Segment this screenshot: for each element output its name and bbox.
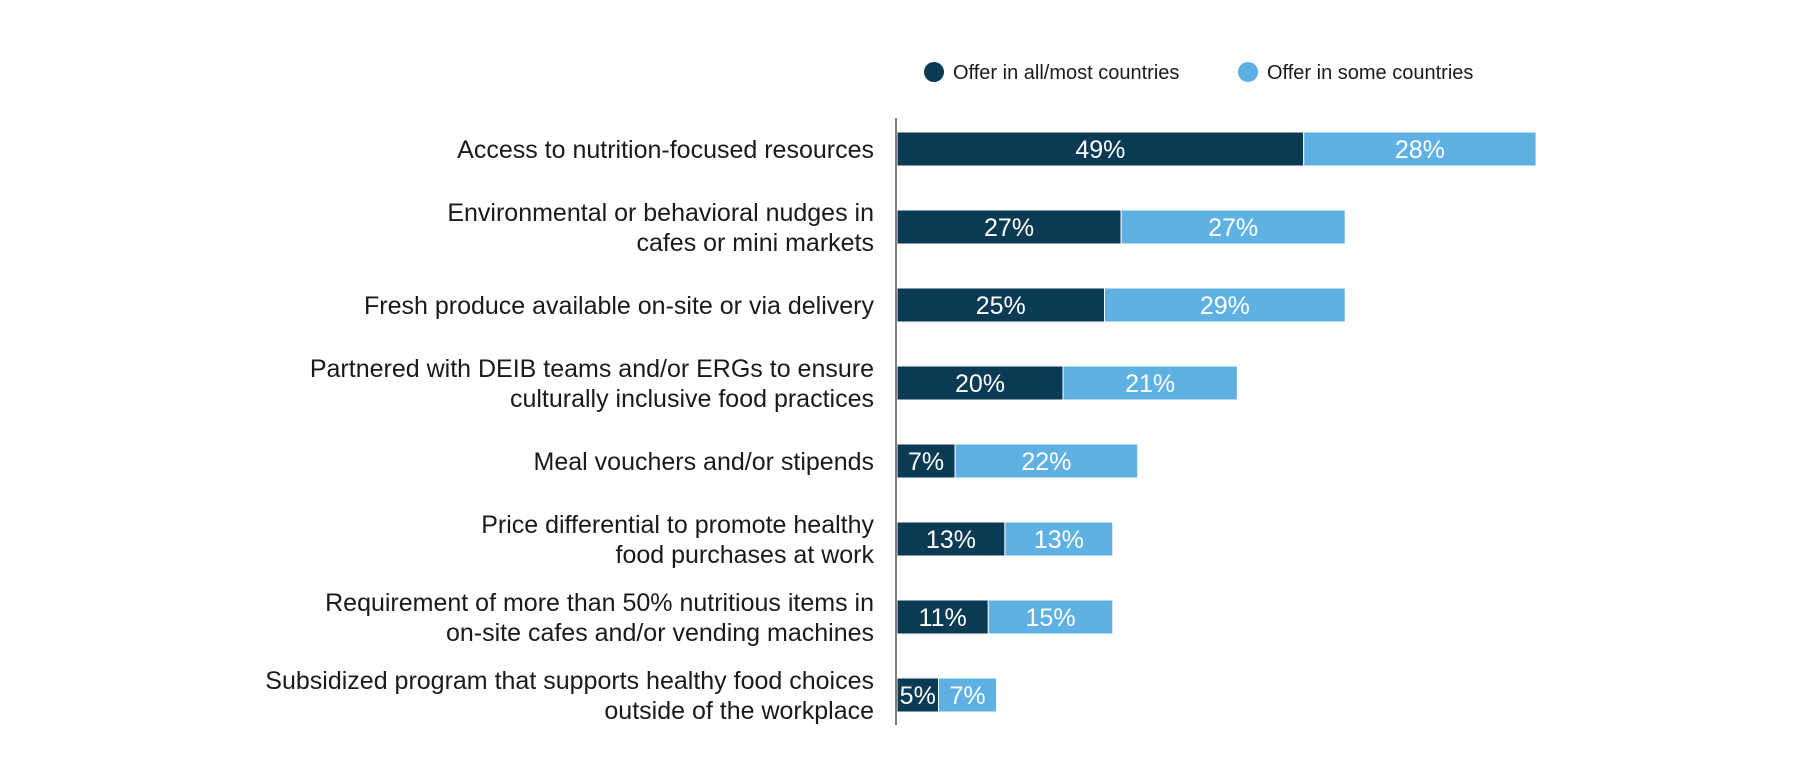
bar-segment [896,287,1105,323]
category-label: Subsidized program that supports healthy… [265,667,874,695]
category-label: Fresh produce available on-site or via d… [364,292,874,320]
bar-value-label: 22% [1021,448,1071,476]
legend-swatch-1 [1238,62,1258,82]
bar-segment [896,209,1122,245]
category-label: on-site cafes and/or vending machines [446,619,874,647]
bar-segment [896,599,989,635]
bar-value-label: 25% [976,292,1026,320]
bar-segment [954,443,1139,479]
category-label: culturally inclusive food practices [510,385,874,413]
bar-segment [1004,521,1114,557]
category-label: Partnered with DEIB teams and/or ERGs to… [310,355,874,383]
category-labels: Access to nutrition-focused resources Env… [265,136,874,725]
bar-value-label: 13% [926,526,976,554]
bar-segment [896,443,956,479]
category-label: Access to nutrition-focused resources [457,136,874,164]
category-label: cafes or mini markets [636,229,874,257]
bar-segment [1303,131,1537,167]
bar-segment [1062,365,1238,401]
bar-value-label: 20% [955,370,1005,398]
bar-segment [938,677,998,713]
bar-value-label: 28% [1395,136,1445,164]
category-label: Price differential to promote healthy [481,511,874,539]
bar-value-label: 15% [1026,604,1076,632]
bar-value-label: 5% [900,682,936,710]
bar-segment [1120,209,1346,245]
category-label: outside of the workplace [604,697,874,725]
bar-value-label: 11% [919,604,967,632]
bar-segment [1104,287,1346,323]
legend-swatch-0 [924,62,944,82]
category-label: food purchases at work [616,541,875,569]
category-label: Requirement of more than 50% nutritious … [325,589,874,617]
bar-segment [987,599,1114,635]
bars: 49% 28% 27% 27% 25% 29% 20% 21% 7% 22% 13% 13% 11% 15… [896,131,1537,713]
bar-segment [896,131,1305,167]
bar-value-label: 49% [1075,136,1125,164]
bar-value-label: 7% [908,448,944,476]
bar-value-label: 13% [1034,526,1084,554]
category-label: Environmental or behavioral nudges in [447,199,874,227]
bar-value-label: 27% [1208,214,1258,242]
bar-segment [896,365,1064,401]
category-label: Meal vouchers and/or stipends [534,448,874,476]
legend-label-1: Offer in some countries [1267,62,1473,84]
legend-label-0: Offer in all/most countries [953,62,1179,84]
bar-value-label: 21% [1125,370,1175,398]
bar-value-label: 29% [1200,292,1250,320]
bar-value-label: 7% [949,682,985,710]
legend: Offer in all/most countries Offer in some… [924,62,1473,84]
bar-value-label: 27% [984,214,1034,242]
